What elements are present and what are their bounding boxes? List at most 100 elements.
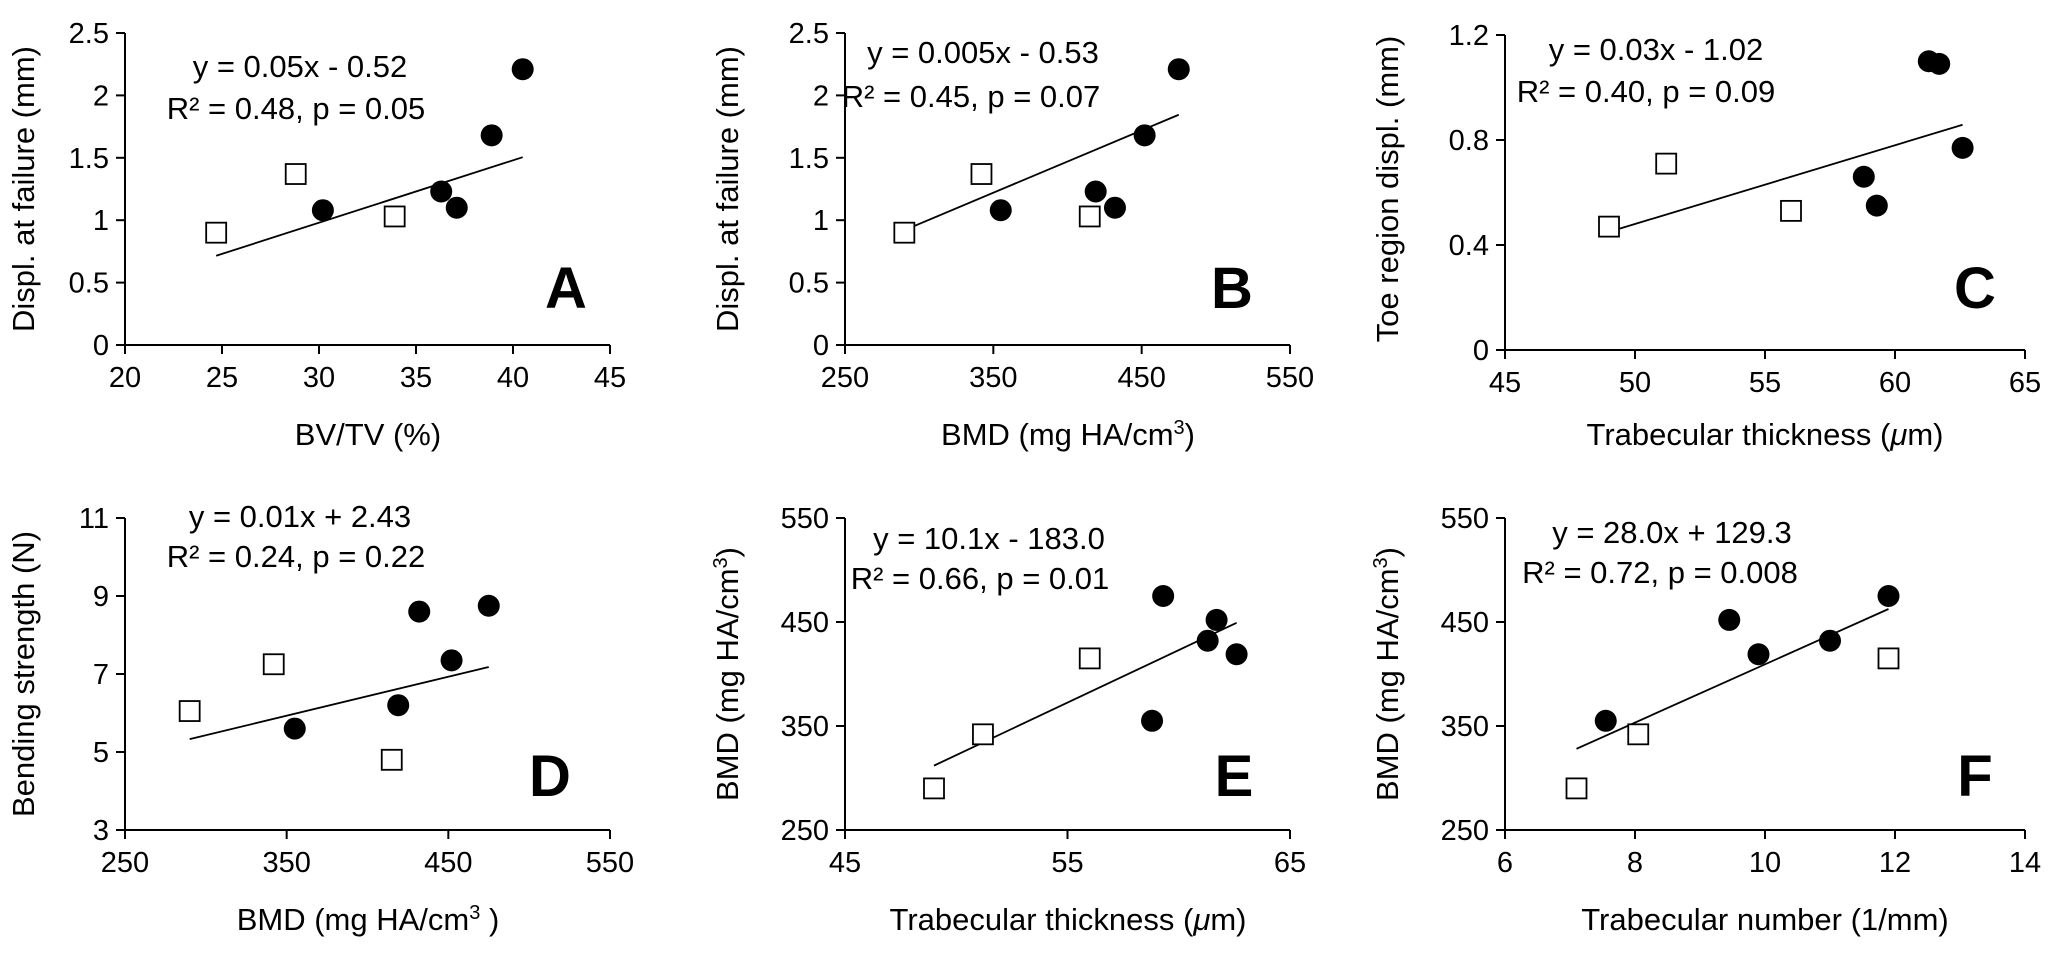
x-tick-label: 60	[1879, 367, 1911, 399]
x-tick-label: 45	[594, 362, 626, 394]
x-tick-label: 550	[1266, 362, 1314, 394]
data-point-filled-circle	[283, 717, 306, 740]
data-point-filled-circle	[1718, 608, 1741, 631]
regression-equation: y = 0.03x - 1.02	[1549, 32, 1764, 67]
data-point-filled-circle	[1951, 136, 1974, 159]
data-point-open-square	[1078, 205, 1101, 228]
y-axis-label: BMD (mg HA/cm3)	[1370, 547, 1405, 801]
data-point-open-square	[1598, 215, 1620, 238]
y-axis-label: Bending strength (N)	[6, 531, 41, 817]
y-tick-label: 9	[93, 581, 109, 613]
y-tick-label: 0.5	[789, 268, 829, 300]
data-point-filled-circle	[1928, 52, 1951, 75]
x-axis-label: BV/TV (%)	[295, 417, 441, 452]
data-point-filled-circle	[511, 58, 534, 81]
y-tick-label: 11	[79, 503, 109, 535]
y-tick-label: 450	[781, 607, 829, 639]
trendline	[1608, 123, 1963, 233]
data-point-open-square	[1780, 199, 1802, 222]
data-point-filled-circle	[1141, 709, 1164, 732]
data-point-open-square	[178, 700, 201, 722]
regression-stats: R² = 0.72, p = 0.008	[1522, 555, 1798, 590]
panel-e: 250 350 450 550 45 55 65 Trabecular thickness (…	[710, 503, 1306, 937]
x-tick-label: 20	[109, 362, 141, 394]
y-tick-label: 0.4	[1449, 230, 1489, 262]
y-tick-label: 3	[93, 815, 109, 847]
data-point-filled-circle	[1747, 643, 1770, 666]
regression-stats: R² = 0.45, p = 0.07	[842, 79, 1101, 114]
y-tick-label: 1.2	[1449, 20, 1489, 52]
data-point-filled-circle	[430, 180, 453, 203]
data-point-open-square	[380, 748, 403, 771]
x-tick-label: 55	[1051, 847, 1083, 879]
regression-equation: y = 0.01x + 2.43	[189, 499, 411, 534]
x-tick-label: 8	[1627, 847, 1643, 879]
data-point-open-square	[1877, 647, 1900, 670]
y-tick-label: 350	[1441, 711, 1489, 743]
data-point-filled-circle	[1594, 709, 1617, 732]
y-tick-label: 1.5	[789, 143, 829, 175]
panel-b: 0 0.5 1 1.5 2 2.5 250 350 450 550 BMD (mg HA/cm3) D…	[710, 18, 1314, 452]
panel-letter: D	[529, 744, 571, 809]
y-tick-label: 350	[781, 711, 829, 743]
x-tick-label: 450	[1117, 362, 1165, 394]
y-axis-label: Displ. at failure (mm)	[710, 46, 745, 332]
x-tick-label: 45	[829, 847, 861, 879]
data-point-open-square	[1565, 777, 1588, 800]
y-tick-label: 0	[1473, 335, 1489, 367]
data-point-filled-circle	[1152, 585, 1175, 607]
y-tick-label: 2	[93, 80, 109, 112]
x-axis-label: BMD (mg HA/cm3 )	[237, 902, 500, 937]
regression-stats: R² = 0.24, p = 0.22	[167, 539, 426, 574]
data-point-open-square	[1655, 152, 1678, 175]
x-axis-label: BMD (mg HA/cm3)	[941, 417, 1195, 452]
x-tick-label: 450	[424, 847, 472, 879]
y-tick-label: 1.5	[69, 143, 109, 175]
data-point-open-square	[923, 777, 945, 800]
data-point-filled-circle	[1084, 180, 1107, 203]
x-tick-label: 350	[969, 362, 1017, 394]
data-point-filled-circle	[1877, 585, 1900, 607]
y-tick-label: 1	[813, 205, 829, 237]
data-point-filled-circle	[477, 594, 500, 617]
data-point-filled-circle	[311, 199, 334, 222]
data-point-filled-circle	[440, 649, 463, 672]
regression-stats: R² = 0.66, p = 0.01	[851, 561, 1110, 596]
x-tick-label: 250	[101, 847, 149, 879]
y-tick-label: 250	[1441, 815, 1489, 847]
y-axis-label: BMD (mg HA/cm3)	[710, 547, 745, 801]
y-axis-label: Toe region displ. (mm)	[1370, 36, 1405, 343]
data-point-open-square	[893, 221, 916, 244]
y-tick-label: 550	[781, 503, 829, 535]
y-tick-label: 2.5	[789, 18, 829, 50]
x-tick-label: 10	[1749, 847, 1781, 879]
panel-letter: B	[1211, 256, 1253, 321]
x-axis-label: Trabecular thickness (μm)	[1587, 417, 1944, 452]
x-tick-label: 25	[206, 362, 238, 394]
regression-stats: R² = 0.48, p = 0.05	[167, 91, 426, 126]
x-tick-label: 45	[1489, 367, 1521, 399]
trendline	[189, 666, 489, 741]
x-tick-label: 50	[1619, 367, 1651, 399]
regression-stats: R² = 0.40, p = 0.09	[1517, 74, 1776, 109]
data-point-filled-circle	[1205, 608, 1228, 631]
y-tick-label: 7	[93, 659, 109, 691]
trendline	[903, 113, 1180, 232]
data-point-filled-circle	[1852, 165, 1875, 188]
y-axis-label: Displ. at failure (mm)	[6, 46, 41, 332]
data-point-filled-circle	[1196, 629, 1219, 652]
y-tick-label: 0	[93, 330, 109, 362]
data-point-filled-circle	[387, 694, 410, 717]
data-point-open-square	[1627, 723, 1650, 746]
data-point-filled-circle	[408, 600, 431, 623]
y-tick-label: 250	[781, 815, 829, 847]
panel-letter: F	[1957, 744, 1992, 809]
panel-c: 0 0.4 0.8 1.2 45 50 55 60 65 Trabecular thickness…	[1370, 20, 2041, 452]
data-point-filled-circle	[1225, 643, 1248, 666]
data-point-open-square	[262, 653, 285, 676]
x-tick-label: 250	[821, 362, 869, 394]
y-tick-label: 5	[93, 737, 109, 769]
regression-equation: y = 28.0x + 129.3	[1552, 515, 1792, 550]
data-point-open-square	[970, 163, 993, 185]
